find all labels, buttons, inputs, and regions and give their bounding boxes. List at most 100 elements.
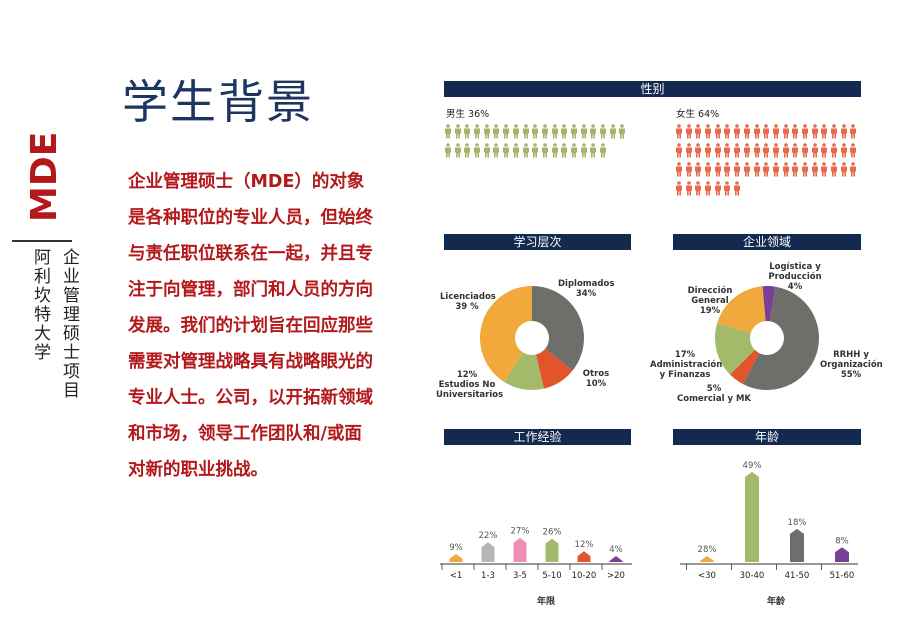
male-person-icon (522, 124, 530, 139)
female-person-icon (849, 162, 857, 177)
sector-slice (717, 286, 766, 334)
female-person-icon (704, 162, 712, 177)
female-person-icon (753, 162, 761, 177)
female-person-icon (675, 124, 683, 139)
experience-header: 工作经验 (444, 429, 631, 445)
male-person-icon (502, 124, 510, 139)
male-person-icon (463, 143, 471, 158)
education-slice (535, 348, 573, 389)
female-person-icon (675, 162, 683, 177)
female-person-icon (675, 181, 683, 196)
female-person-icon (782, 124, 790, 139)
female-person-icon (723, 143, 731, 158)
bar (577, 551, 591, 562)
female-person-icon (723, 162, 731, 177)
male-person-icon (502, 143, 510, 158)
female-person-icon (743, 143, 751, 158)
education-slice (532, 286, 584, 371)
male-label: 男生 36% (446, 109, 490, 120)
intro-line: 对新的职业挑战。 (128, 460, 268, 480)
tick-label: 5-10 (542, 571, 561, 581)
female-person-icon (762, 143, 770, 158)
sector-label-administracion: 17% Administración y Finanzas (650, 350, 723, 380)
female-person-icon (685, 124, 693, 139)
page-title: 学生背景 (122, 75, 314, 129)
bar (513, 537, 527, 562)
male-person-icon (618, 124, 626, 139)
female-person-icon (820, 124, 828, 139)
female-pictogram (675, 124, 859, 196)
female-person-icon (753, 143, 761, 158)
bar-value-label: 28% (698, 545, 717, 555)
intro-line: 注于向管理，部门和人员的方向 (128, 280, 373, 300)
female-person-icon (801, 143, 809, 158)
female-person-icon (811, 124, 819, 139)
male-person-icon (609, 124, 617, 139)
intro-line: 和市场，领导工作团队和/或面 (128, 424, 362, 444)
male-person-icon (580, 124, 588, 139)
brand-name: 企业管理硕士项目 阿利坎特大学 (28, 248, 82, 400)
female-person-icon (791, 124, 799, 139)
sector-label-comercial: 5% Comercial y MK (677, 384, 751, 404)
female-person-icon (849, 143, 857, 158)
female-person-icon (782, 143, 790, 158)
bar (609, 556, 623, 562)
bar-value-label: 8% (835, 536, 849, 546)
female-person-icon (685, 143, 693, 158)
male-pictogram (444, 124, 628, 158)
intro-line: 与责任职位联系在一起，并且专 (128, 244, 373, 264)
male-person-icon (473, 143, 481, 158)
education-label-estudios: 12% Estudios No Universitarios (436, 370, 504, 400)
female-person-icon (801, 124, 809, 139)
intro-line: 发展。我们的计划旨在回应那些 (128, 316, 373, 336)
tick-label: >20 (607, 571, 625, 581)
sector-donut-chart (715, 286, 819, 390)
female-person-icon (694, 143, 702, 158)
sector-label-logistica: Logística y Producción 4% (768, 262, 822, 292)
female-person-icon (782, 162, 790, 177)
sector-label-direccion: Dirección General 19% (687, 286, 733, 316)
male-person-icon (473, 124, 481, 139)
brand-university-name: 阿利坎特大学 (30, 248, 50, 362)
male-person-icon (599, 143, 607, 158)
education-slice (504, 352, 544, 390)
logo-text: MDE. (24, 128, 65, 222)
brand-sidebar: MDE. 企业管理硕士项目 阿利坎特大学 (8, 128, 98, 400)
female-person-icon (733, 143, 741, 158)
female-person-icon (840, 124, 848, 139)
male-person-icon (522, 143, 530, 158)
tick-label: 1-3 (481, 571, 495, 581)
mde-logo: MDE. (24, 128, 65, 222)
sector-label-rrhh: RRHH y Organización 55% (820, 350, 883, 380)
female-person-icon (733, 181, 741, 196)
female-person-icon (704, 143, 712, 158)
bar (835, 547, 849, 562)
x-axis-label: 年限 (537, 595, 556, 607)
education-header: 学习层次 (444, 234, 631, 250)
brand-divider (12, 240, 72, 242)
female-label: 女生 64% (676, 109, 720, 120)
education-donut-chart (480, 286, 584, 390)
intro-line: 是各种职位的专业人员，但始终 (128, 208, 373, 228)
female-person-icon (791, 162, 799, 177)
female-person-icon (811, 162, 819, 177)
age-header: 年龄 (673, 429, 861, 445)
male-person-icon (570, 124, 578, 139)
male-person-icon (463, 124, 471, 139)
female-person-icon (772, 143, 780, 158)
male-person-icon (580, 143, 588, 158)
male-person-icon (512, 124, 520, 139)
female-person-icon (811, 143, 819, 158)
female-person-icon (694, 124, 702, 139)
female-person-icon (772, 162, 780, 177)
bar-value-label: 49% (743, 461, 762, 471)
tick-label: 41-50 (785, 571, 810, 581)
male-person-icon (483, 143, 491, 158)
male-person-icon (512, 143, 520, 158)
bar (700, 556, 714, 562)
female-person-icon (723, 181, 731, 196)
male-person-icon (589, 124, 597, 139)
tick-label: 51-60 (830, 571, 855, 581)
education-label-otros: Otros 10% (582, 369, 610, 389)
education-label-licenciados: Licenciados 39 % (440, 292, 496, 312)
